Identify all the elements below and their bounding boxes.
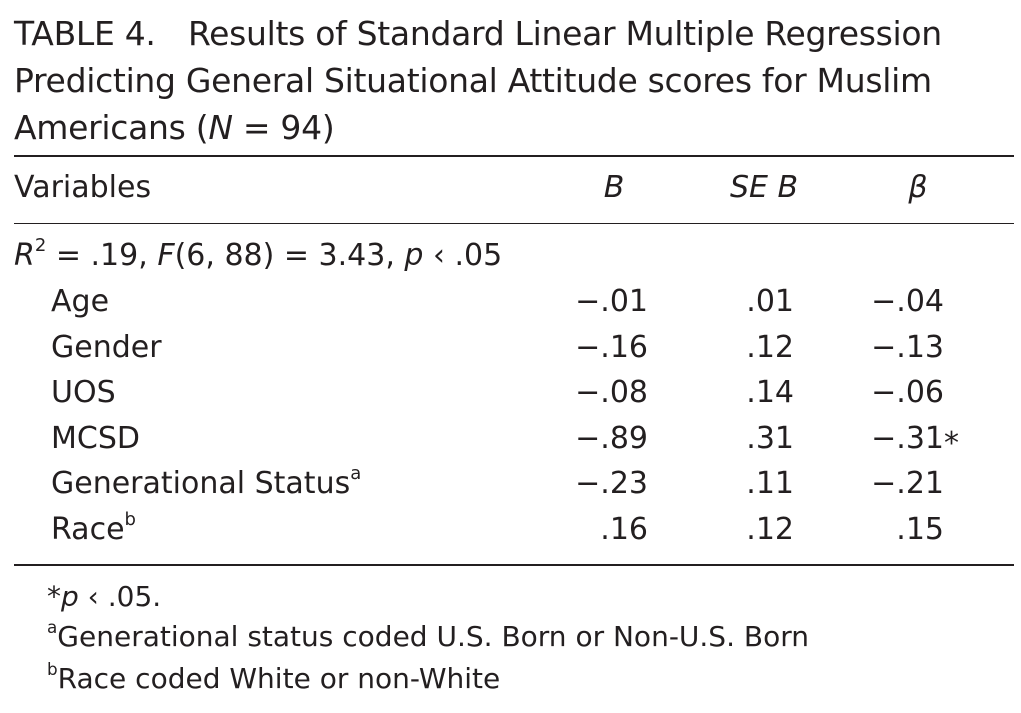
table-row: Generational Statusa −.23 .11 −.21 bbox=[14, 461, 1014, 507]
variable-name: Age bbox=[51, 279, 109, 325]
se-b-value: .01 bbox=[746, 284, 794, 319]
se-b-value: .11 bbox=[746, 466, 794, 501]
note-star: * bbox=[47, 580, 61, 613]
b-value: .16 bbox=[600, 511, 648, 547]
beta-value-wrap: .15 bbox=[896, 512, 944, 547]
se-b-value: .12 bbox=[746, 511, 794, 547]
caption-title-text: Americans ( bbox=[14, 108, 209, 147]
beta-value: −.13 bbox=[871, 329, 944, 365]
model-summary-row: R2 = .19, F(6, 88) = 3.43, p ‹ .05 bbox=[14, 233, 1014, 279]
variable-label: Generational Status bbox=[51, 466, 351, 501]
note-p-symbol: p bbox=[61, 580, 79, 613]
r-symbol: R bbox=[14, 238, 35, 273]
header-variables: Variables bbox=[14, 170, 152, 205]
note-race: bRace coded White or non-White bbox=[47, 658, 500, 700]
beta-cell: −.31 * bbox=[844, 416, 959, 462]
beta-value: −.31 bbox=[871, 420, 944, 456]
beta-value-wrap: −.13 bbox=[871, 330, 944, 365]
beta-cell: −.04 bbox=[844, 279, 944, 325]
beta-cell: −.13 bbox=[844, 325, 944, 371]
table-label: TABLE 4. bbox=[14, 14, 156, 53]
model-f-value: (6, 88) = 3.43, bbox=[174, 238, 405, 273]
bottom-rule bbox=[14, 564, 1014, 566]
note-b-text: Race coded White or non-White bbox=[57, 662, 501, 695]
b-value: −.16 bbox=[575, 329, 648, 365]
table-row: Gender −.16 .12 −.13 bbox=[14, 325, 1014, 371]
variable-label: MCSD bbox=[51, 420, 140, 456]
beta-value: −.06 bbox=[871, 375, 944, 410]
footnote-marker: b bbox=[124, 508, 136, 530]
caption-title-line-1: Results of Standard Linear Multiple Regr… bbox=[188, 14, 942, 53]
top-rule bbox=[14, 155, 1014, 157]
beta-cell: .15 bbox=[844, 507, 944, 553]
significance-star: * bbox=[944, 425, 959, 461]
caption-title-line-3: Americans (N = 94) bbox=[14, 108, 335, 147]
header-se-b: SE B bbox=[729, 170, 799, 205]
se-b-value: .12 bbox=[746, 329, 794, 365]
table-row: MCSD −.89 .31 −.31 * bbox=[14, 416, 1014, 462]
note-significance-text: ‹ .05. bbox=[78, 580, 162, 613]
footnote-marker: a bbox=[350, 463, 362, 484]
p-symbol: p bbox=[404, 238, 424, 273]
beta-value: .15 bbox=[896, 511, 944, 547]
variable-label: Gender bbox=[51, 329, 162, 365]
f-symbol: F bbox=[157, 238, 175, 273]
se-b-value: .14 bbox=[746, 375, 794, 410]
beta-value-wrap: −.06 bbox=[871, 375, 944, 410]
model-p-value: ‹ .05 bbox=[423, 238, 503, 273]
table-caption: TABLE 4. Results of Standard Linear Multi… bbox=[14, 10, 1004, 151]
se-b-value: .31 bbox=[746, 420, 794, 456]
caption-n-value: = 94) bbox=[232, 108, 335, 147]
table-row: Raceb .16 .12 .15 bbox=[14, 507, 1014, 553]
b-value: −.23 bbox=[575, 466, 648, 501]
beta-cell: −.06 bbox=[844, 370, 944, 416]
note-a-text: Generational status coded U.S. Born or N… bbox=[57, 620, 809, 653]
header-row: Variables B SE B β bbox=[14, 165, 1014, 211]
b-value: −.08 bbox=[575, 375, 648, 410]
caption-title-line-2: Predicting General Situational Attitude … bbox=[14, 61, 932, 100]
beta-value: −.21 bbox=[871, 466, 944, 501]
header-beta: β bbox=[908, 170, 928, 205]
note-generational-status: aGenerational status coded U.S. Born or … bbox=[47, 616, 809, 658]
model-summary: R2 = .19, F(6, 88) = 3.43, p ‹ .05 bbox=[14, 233, 502, 279]
note-significance: *p ‹ .05. bbox=[47, 576, 161, 618]
variable-name: UOS bbox=[51, 370, 116, 416]
caption-n-symbol: N bbox=[208, 108, 233, 147]
beta-value-wrap: −.21 bbox=[871, 466, 944, 501]
variable-label: Age bbox=[51, 284, 110, 319]
table-row: UOS −.08 .14 −.06 bbox=[14, 370, 1014, 416]
b-value: −.01 bbox=[575, 284, 648, 319]
note-a-marker: a bbox=[47, 616, 58, 637]
variable-label: Race bbox=[51, 511, 125, 547]
variable-name: Generational Statusa bbox=[51, 461, 361, 507]
variable-name: MCSD bbox=[51, 416, 140, 462]
beta-value-wrap: −.31 * bbox=[871, 420, 959, 461]
variable-name: Raceb bbox=[51, 507, 136, 553]
note-b-marker: b bbox=[47, 658, 58, 679]
beta-value-wrap: −.04 bbox=[871, 284, 944, 319]
beta-value: −.04 bbox=[871, 284, 944, 319]
header-rule bbox=[14, 223, 1014, 224]
model-r2-value: = .19, bbox=[46, 238, 158, 273]
r-superscript: 2 bbox=[34, 235, 47, 256]
b-value: −.89 bbox=[575, 420, 648, 456]
table-row: Age −.01 .01 −.04 bbox=[14, 279, 1014, 325]
variable-label: UOS bbox=[51, 375, 116, 410]
beta-cell: −.21 bbox=[844, 461, 944, 507]
header-b: B bbox=[603, 170, 625, 205]
variable-name: Gender bbox=[51, 325, 162, 371]
table-document: TABLE 4. Results of Standard Linear Multi… bbox=[14, 10, 1014, 695]
